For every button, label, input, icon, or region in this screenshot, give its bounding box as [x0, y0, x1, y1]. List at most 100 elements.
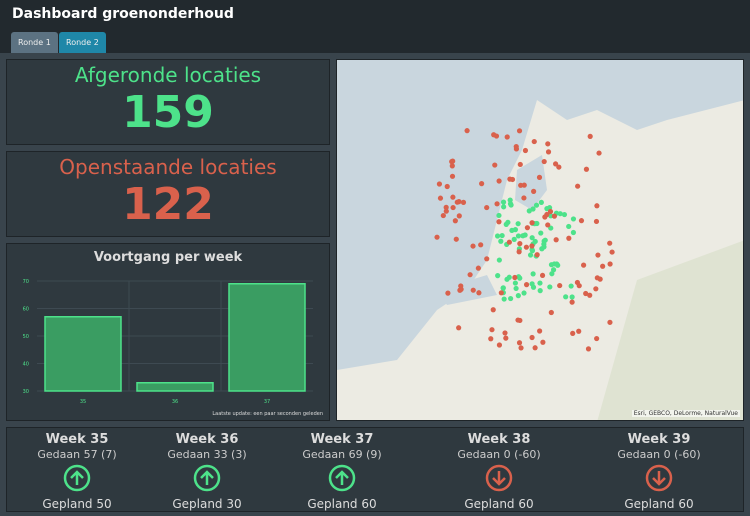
location-marker[interactable]	[593, 286, 599, 292]
location-marker[interactable]	[513, 285, 519, 292]
location-marker[interactable]	[540, 339, 546, 345]
location-marker[interactable]	[458, 283, 464, 289]
location-marker[interactable]	[516, 128, 523, 134]
location-marker[interactable]	[556, 164, 562, 170]
location-marker[interactable]	[575, 183, 581, 189]
map[interactable]: Esri, GEBCO, DeLorme, NaturalVue	[336, 59, 744, 421]
location-marker[interactable]	[517, 317, 523, 324]
location-marker[interactable]	[551, 213, 558, 219]
location-marker[interactable]	[568, 283, 574, 289]
location-marker[interactable]	[570, 330, 576, 337]
location-marker[interactable]	[507, 197, 513, 203]
location-marker[interactable]	[512, 280, 518, 286]
location-marker[interactable]	[569, 299, 575, 305]
location-marker[interactable]	[537, 280, 543, 286]
location-marker[interactable]	[518, 345, 524, 351]
tab-ronde-1[interactable]: Ronde 1	[11, 32, 58, 53]
location-marker[interactable]	[500, 285, 506, 291]
location-marker[interactable]	[530, 271, 536, 277]
location-marker[interactable]	[529, 243, 535, 249]
location-marker[interactable]	[545, 141, 551, 147]
location-marker[interactable]	[453, 236, 459, 242]
location-marker[interactable]	[445, 290, 451, 296]
location-marker[interactable]	[498, 290, 504, 296]
location-marker[interactable]	[454, 199, 460, 205]
location-marker[interactable]	[509, 176, 516, 183]
location-marker[interactable]	[479, 181, 485, 187]
location-marker[interactable]	[470, 287, 476, 293]
location-marker[interactable]	[496, 219, 502, 225]
location-marker[interactable]	[557, 211, 563, 217]
location-marker[interactable]	[493, 133, 500, 139]
location-marker[interactable]	[607, 319, 613, 325]
location-marker[interactable]	[460, 199, 467, 206]
location-marker[interactable]	[531, 138, 537, 145]
location-marker[interactable]	[529, 334, 535, 341]
location-marker[interactable]	[434, 234, 440, 240]
location-marker[interactable]	[489, 327, 495, 333]
location-marker[interactable]	[607, 261, 613, 267]
location-marker[interactable]	[449, 163, 455, 169]
location-marker[interactable]	[501, 204, 507, 210]
tab-ronde-2[interactable]: Ronde 2	[59, 32, 106, 53]
location-marker[interactable]	[548, 309, 554, 316]
location-marker[interactable]	[532, 238, 538, 245]
location-marker[interactable]	[484, 204, 490, 211]
location-marker[interactable]	[450, 204, 456, 211]
location-marker[interactable]	[547, 208, 554, 215]
location-marker[interactable]	[544, 206, 550, 212]
location-marker[interactable]	[557, 282, 563, 289]
location-marker[interactable]	[476, 290, 482, 296]
location-marker[interactable]	[570, 229, 577, 236]
location-marker[interactable]	[517, 241, 523, 247]
location-marker[interactable]	[549, 271, 555, 277]
location-marker[interactable]	[496, 342, 503, 348]
location-marker[interactable]	[449, 159, 455, 165]
location-marker[interactable]	[516, 340, 523, 346]
location-marker[interactable]	[596, 150, 602, 156]
location-marker[interactable]	[585, 346, 592, 352]
location-marker[interactable]	[529, 220, 535, 226]
location-marker[interactable]	[521, 290, 527, 296]
location-marker[interactable]	[574, 279, 581, 286]
location-marker[interactable]	[500, 199, 507, 205]
map-canvas[interactable]	[337, 60, 744, 421]
location-marker[interactable]	[516, 249, 522, 255]
location-marker[interactable]	[503, 335, 509, 341]
location-marker[interactable]	[456, 213, 462, 219]
location-marker[interactable]	[501, 296, 507, 302]
location-marker[interactable]	[464, 128, 470, 134]
location-marker[interactable]	[515, 221, 521, 227]
location-marker[interactable]	[521, 195, 527, 201]
location-marker[interactable]	[529, 235, 535, 241]
location-marker[interactable]	[537, 288, 543, 294]
location-marker[interactable]	[511, 236, 517, 242]
location-marker[interactable]	[569, 294, 575, 300]
location-marker[interactable]	[436, 181, 443, 187]
location-marker[interactable]	[531, 188, 537, 194]
location-marker[interactable]	[542, 237, 548, 243]
location-marker[interactable]	[552, 161, 559, 167]
location-marker[interactable]	[561, 211, 568, 218]
location-marker[interactable]	[537, 328, 543, 334]
location-marker[interactable]	[523, 282, 530, 288]
location-marker[interactable]	[538, 230, 544, 236]
location-marker[interactable]	[517, 161, 523, 168]
location-marker[interactable]	[494, 233, 501, 239]
location-marker[interactable]	[570, 216, 577, 222]
location-marker[interactable]	[536, 174, 543, 180]
location-marker[interactable]	[492, 162, 498, 168]
location-marker[interactable]	[594, 335, 600, 342]
location-marker[interactable]	[541, 158, 547, 165]
location-marker[interactable]	[566, 223, 572, 230]
location-marker[interactable]	[440, 212, 446, 219]
location-marker[interactable]	[498, 238, 504, 244]
location-marker[interactable]	[443, 208, 449, 214]
location-marker[interactable]	[583, 290, 589, 297]
location-marker[interactable]	[515, 293, 521, 299]
location-marker[interactable]	[545, 149, 552, 155]
location-marker[interactable]	[593, 218, 600, 225]
location-marker[interactable]	[512, 274, 518, 281]
location-marker[interactable]	[505, 219, 511, 225]
location-marker[interactable]	[443, 204, 449, 210]
